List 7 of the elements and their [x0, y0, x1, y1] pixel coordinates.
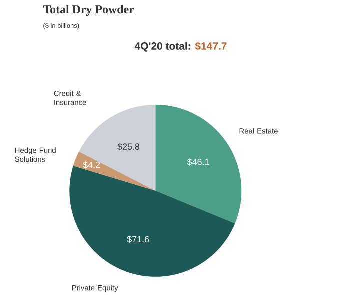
data-label: $4.2 [83, 161, 100, 169]
data-label: $46.1 [187, 158, 210, 166]
data-label: $71.6 [127, 236, 150, 243]
text: 4Q'20 total: [134, 42, 190, 52]
chart-title: Total Dry Powder [43, 4, 134, 16]
text: $147.7 [195, 42, 227, 50]
data-label: $25.8 [118, 143, 140, 150]
